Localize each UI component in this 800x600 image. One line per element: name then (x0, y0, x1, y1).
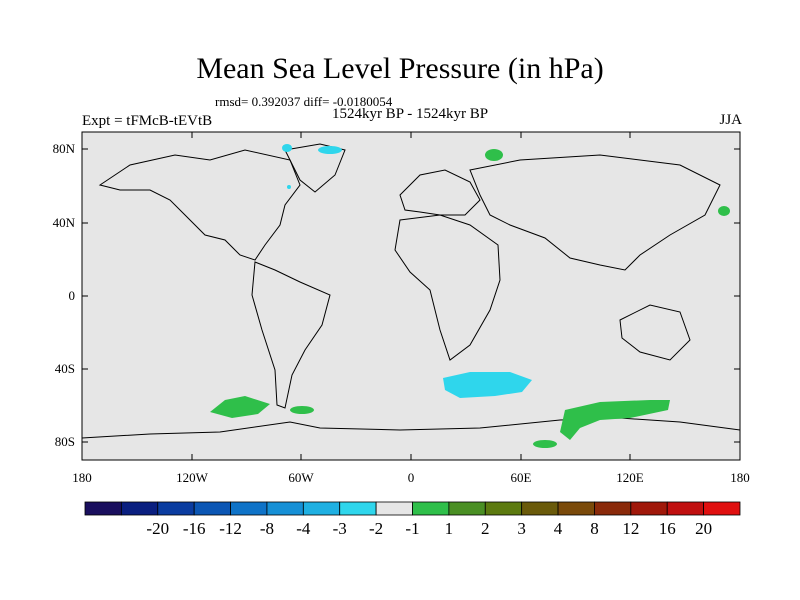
colorbar-swatch (703, 501, 741, 516)
colorbar (84, 501, 741, 516)
coastlines (81, 143, 741, 439)
lat-label: 80S (54, 434, 75, 449)
experiment-label: Expt = tFMcB-tEVtB (82, 113, 213, 129)
colorbar-label: 20 (695, 519, 713, 538)
colorbar-label: 4 (553, 519, 563, 538)
anomaly-patch (318, 146, 342, 154)
colorbar-swatch (339, 501, 377, 516)
negative-anomalies (282, 144, 532, 398)
colorbar-label: -8 (259, 519, 275, 538)
anomaly-patch (287, 185, 291, 189)
lon-label: 180 (730, 470, 750, 485)
colorbar-swatch (266, 501, 304, 516)
colorbar-label: 12 (622, 519, 640, 538)
colorbar-swatch (302, 501, 341, 516)
anomaly-patch (210, 396, 270, 418)
colorbar-label: -3 (332, 519, 347, 538)
positive-anomalies (210, 149, 730, 448)
lon-label: 120W (176, 470, 208, 485)
lon-label: 120E (616, 470, 644, 485)
colorbar-label: 16 (658, 519, 676, 538)
colorbar-label: 3 (517, 519, 526, 538)
lon-label: 60E (510, 470, 532, 485)
anomaly-patch (485, 149, 503, 161)
lon-label: 180 (72, 470, 92, 485)
lat-label: 40S (54, 361, 75, 376)
anomaly-patch (718, 206, 730, 216)
colorbar-swatch (630, 501, 668, 516)
anomaly-patch (443, 372, 532, 398)
colorbar-label: 2 (481, 519, 490, 538)
anomaly-patch (533, 440, 557, 448)
colorbar-swatch (412, 501, 450, 516)
colorbar-swatch (557, 501, 595, 516)
colorbar-swatch (230, 501, 268, 516)
map-title: Mean Sea Level Pressure (in hPa) (196, 52, 604, 85)
stats-text: rmsd= 0.392037 diff= -0.0180054 (215, 94, 393, 109)
colorbar-label: -16 (182, 519, 206, 538)
colorbar-label: -20 (146, 519, 170, 538)
colorbar-swatch (375, 501, 413, 516)
colorbar-swatch (484, 501, 523, 516)
colorbar-swatch (157, 501, 195, 516)
lon-label: 60W (288, 470, 314, 485)
colorbar-swatch (120, 501, 159, 516)
lat-label: 0 (68, 288, 76, 303)
map-subtitle: 1524kyr BP - 1524kyr BP (331, 106, 489, 122)
lon-label: 0 (407, 470, 415, 485)
lat-label: 80N (52, 141, 75, 156)
anomaly-patch (560, 400, 670, 440)
colorbar-label: -4 (296, 519, 311, 538)
colorbar-swatch (594, 501, 632, 516)
lat-label: 40N (52, 215, 75, 230)
colorbar-swatch (666, 501, 705, 516)
colorbar-swatch (448, 501, 486, 516)
colorbar-label: -2 (369, 519, 384, 538)
colorbar-label: -1 (405, 519, 420, 538)
anomaly-patch (290, 406, 314, 414)
season-label: JJA (719, 112, 742, 128)
colorbar-label: -12 (219, 519, 242, 538)
colorbar-swatch (193, 501, 231, 516)
colorbar-label: 1 (444, 519, 454, 538)
colorbar-swatch (521, 501, 559, 516)
colorbar-label: 8 (590, 519, 599, 538)
anomaly-patch (282, 144, 292, 152)
colorbar-swatch (84, 501, 122, 516)
tick-marks (81, 132, 741, 460)
